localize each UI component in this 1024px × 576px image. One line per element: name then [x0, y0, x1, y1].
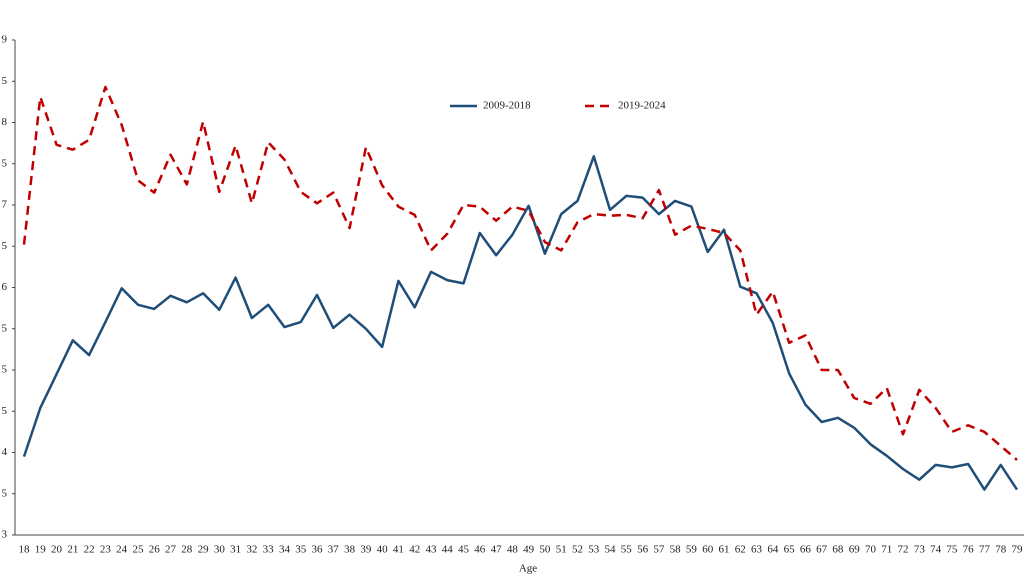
x-tick-label: 27	[165, 544, 177, 556]
x-tick-label: 52	[572, 544, 583, 556]
x-tick-label: 34	[279, 544, 291, 556]
x-tick-label: 51	[556, 544, 567, 556]
x-tick-label: 40	[377, 544, 389, 556]
x-tick-label: 72	[898, 544, 909, 556]
x-tick-label: 68	[832, 544, 844, 556]
legend-label: 2009-2018	[483, 100, 531, 112]
series-line	[22, 155, 1019, 491]
x-tick-label: 20	[51, 544, 63, 556]
x-tick-label: 39	[360, 544, 372, 556]
x-tick-label: 67	[816, 544, 828, 556]
x-tick-label: 76	[963, 544, 975, 556]
x-tick-label: 42	[409, 544, 420, 556]
x-tick-label: 49	[523, 544, 535, 556]
x-tick-label: 48	[507, 544, 519, 556]
x-tick-label: 73	[914, 544, 926, 556]
x-tick-label: 41	[393, 544, 404, 556]
x-tick-label: 36	[312, 544, 324, 556]
x-tick-label: 31	[230, 544, 241, 556]
x-tick-label: 23	[100, 544, 112, 556]
x-tick-label: 61	[718, 544, 729, 556]
x-tick-label: 32	[246, 544, 257, 556]
x-tick-label: 24	[116, 544, 128, 556]
x-tick-label: 74	[930, 544, 942, 556]
y-tick-label: 4	[2, 446, 8, 458]
y-tick-label: 5	[2, 364, 8, 376]
x-tick-label: 54	[605, 544, 617, 556]
y-tick-label: 5	[2, 240, 8, 252]
x-tick-label: 63	[751, 544, 763, 556]
y-tick-label: 5	[2, 75, 8, 87]
x-tick-label: 58	[670, 544, 682, 556]
x-tick-label: 65	[784, 544, 796, 556]
x-tick-label: 47	[491, 544, 503, 556]
y-tick-label: 5	[2, 322, 8, 334]
x-tick-label: 70	[865, 544, 877, 556]
x-tick-label: 53	[588, 544, 600, 556]
x-tick-label: 77	[979, 544, 991, 556]
y-tick-label: 6	[2, 281, 8, 293]
x-tick-label: 19	[35, 544, 47, 556]
x-tick-label: 56	[637, 544, 649, 556]
x-tick-label: 25	[132, 544, 144, 556]
series-line	[22, 85, 1018, 461]
x-tick-label: 29	[198, 544, 210, 556]
x-tick-label: 69	[849, 544, 861, 556]
x-tick-label: 30	[214, 544, 226, 556]
x-tick-label: 71	[881, 544, 892, 556]
y-tick-label: 5	[2, 487, 8, 499]
legend-label: 2019-2024	[618, 100, 666, 112]
x-tick-label: 35	[295, 544, 307, 556]
x-tick-label: 78	[995, 544, 1007, 556]
x-tick-label: 37	[328, 544, 340, 556]
x-tick-label: 21	[67, 544, 78, 556]
x-tick-label: 66	[800, 544, 812, 556]
x-tick-label: 38	[344, 544, 356, 556]
x-tick-label: 22	[84, 544, 95, 556]
y-tick-label: 5	[2, 405, 8, 417]
x-tick-label: 75	[946, 544, 958, 556]
x-tick-label: 59	[686, 544, 698, 556]
y-tick-label: 7	[2, 199, 8, 211]
x-tick-label: 62	[735, 544, 746, 556]
y-tick-label: 9	[2, 34, 8, 46]
x-tick-label: 33	[263, 544, 275, 556]
x-tick-label: 64	[767, 544, 779, 556]
x-tick-label: 44	[442, 544, 454, 556]
x-axis-label: Age	[519, 563, 537, 575]
y-tick-label: 5	[2, 157, 8, 169]
x-tick-label: 60	[702, 544, 714, 556]
x-tick-label: 79	[1012, 544, 1024, 556]
x-tick-label: 55	[621, 544, 633, 556]
x-tick-label: 46	[474, 544, 486, 556]
x-tick-label: 28	[181, 544, 193, 556]
y-tick-label: 8	[2, 116, 8, 128]
x-tick-label: 18	[19, 544, 31, 556]
x-tick-label: 43	[425, 544, 437, 556]
y-tick-label: 3	[2, 529, 8, 541]
x-tick-label: 50	[539, 544, 551, 556]
x-tick-label: 26	[149, 544, 161, 556]
x-tick-label: 57	[653, 544, 665, 556]
x-tick-label: 45	[458, 544, 470, 556]
